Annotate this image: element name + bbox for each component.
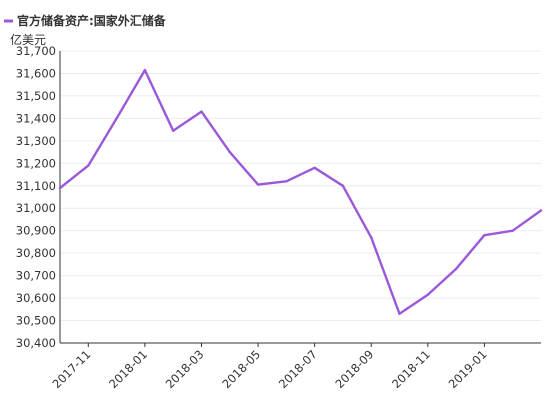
data-point [87,164,90,167]
data-point [171,129,175,132]
y-tick-label: 31,700 [16,44,56,58]
y-tick-label: 30,800 [16,246,56,260]
y-tick-label: 31,000 [16,201,56,215]
y-axis-tick-labels: 30,400 30,500 30,600 30,700 30,800 30,900 31,0… [16,44,56,350]
x-tick-label: 2018-05 [219,347,263,391]
y-tick-label: 31,200 [16,156,56,170]
x-tick-label: 2018-01 [106,347,150,391]
y-tick-label: 31,600 [16,66,56,80]
data-point [454,267,458,271]
y-tick-label: 30,400 [16,336,56,350]
data-point [483,233,486,237]
series-line-fx-reserves [58,68,543,315]
x-tick-label: 2018-03 [163,347,207,391]
legend-label: 官方储备资产:国家外汇储备 [17,13,167,28]
data-point [511,229,514,232]
y-tick-label: 30,600 [16,291,56,305]
x-tick-label: 2018-11 [389,347,433,391]
y-tick-label: 30,900 [16,224,56,238]
x-axis-tick-labels: 2017-11 2018-01 2018-03 2018-05 2018-07 2018-… [50,343,490,391]
x-tick-label: 2018-07 [276,347,320,391]
data-point [143,68,147,72]
data-point [539,209,543,212]
y-axis-unit-label: 亿美元 [10,32,46,47]
series-points [58,68,543,315]
y-tick-label: 31,400 [16,111,56,125]
data-point [58,186,62,190]
data-point [256,183,260,186]
data-point [426,293,430,296]
data-point [285,180,288,183]
y-tick-label: 30,700 [16,269,56,283]
data-point [228,150,231,154]
data-point [370,236,373,239]
data-point [115,117,118,120]
x-tick-label: 2019-01 [446,347,490,391]
y-tick-label: 31,300 [16,134,56,148]
legend[interactable]: 官方储备资产:国家外汇储备 [4,13,167,28]
x-tick-label: 2017-11 [50,347,94,391]
y-tick-label: 31,500 [16,89,56,103]
data-point [200,110,203,113]
y-tick-label: 30,500 [16,314,56,328]
data-point [398,312,401,315]
y-tick-label: 31,100 [16,179,56,193]
data-point [341,184,345,187]
gridlines [60,50,541,322]
data-point [313,166,316,169]
x-tick-label: 2018-09 [332,347,376,391]
